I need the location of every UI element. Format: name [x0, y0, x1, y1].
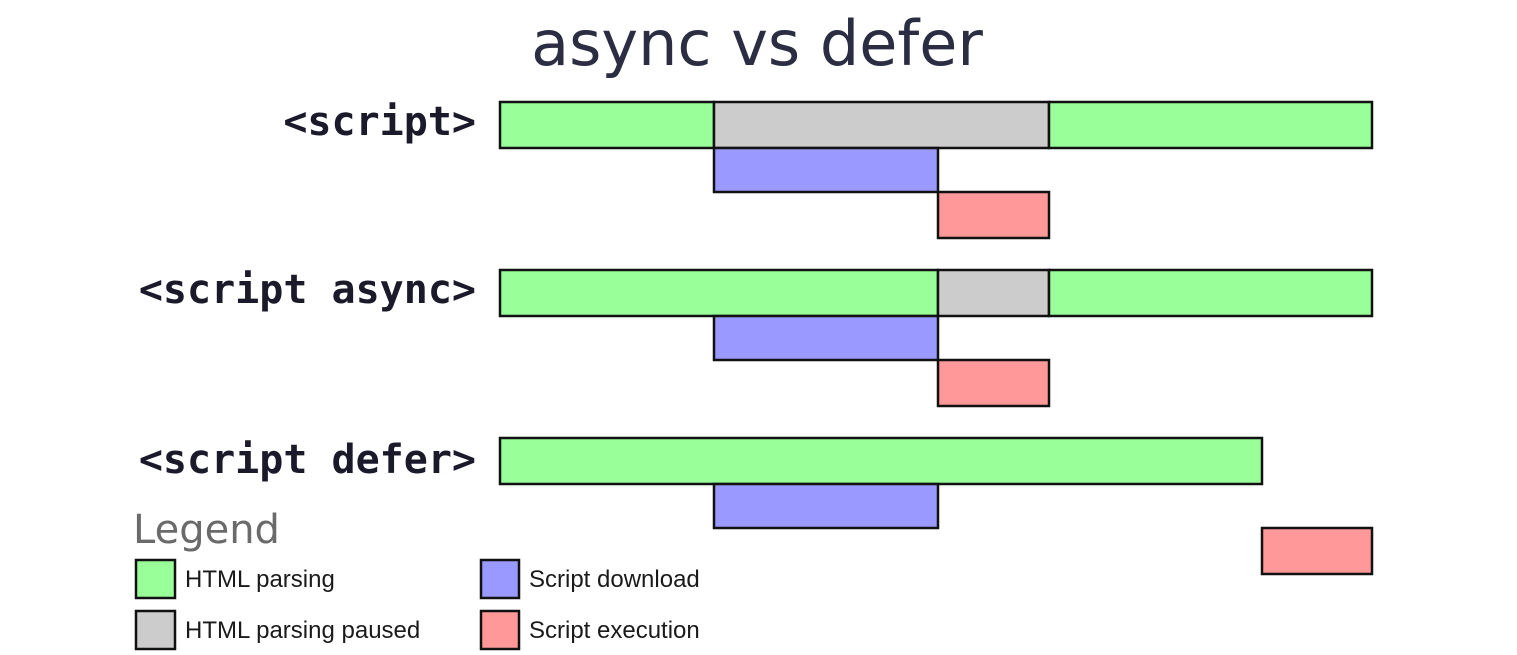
legend-swatch	[479, 558, 521, 600]
legend-swatch	[134, 558, 177, 600]
execution-bar	[936, 358, 1051, 408]
timeline-async	[498, 268, 1374, 408]
row-label: <script defer>	[139, 437, 476, 483]
legend-label: HTML parsing paused	[185, 617, 420, 644]
legend-swatch	[134, 609, 177, 651]
legend-label: HTML parsing	[185, 566, 335, 593]
legend-title: Legend	[133, 507, 280, 553]
parsing-bar	[498, 268, 940, 318]
parsing-bar	[498, 436, 1264, 486]
parsing-bar	[1047, 268, 1374, 318]
download-bar	[712, 314, 940, 362]
legend-label: Script download	[529, 566, 700, 593]
timeline-defer	[498, 436, 1374, 576]
download-bar	[712, 146, 940, 194]
execution-bar	[1260, 526, 1374, 576]
timeline-script	[498, 100, 1374, 240]
legend-label: Script execution	[529, 617, 700, 644]
parsing-bar	[498, 100, 716, 150]
row-label: <script async>	[139, 267, 476, 313]
execution-bar	[936, 190, 1051, 240]
parsing-bar	[1047, 100, 1374, 150]
legend-swatch	[479, 609, 521, 651]
paused-bar	[936, 268, 1051, 318]
paused-bar	[712, 100, 1051, 150]
row-label: <script>	[283, 99, 476, 145]
title: async vs defer	[531, 7, 983, 80]
download-bar	[712, 482, 940, 530]
